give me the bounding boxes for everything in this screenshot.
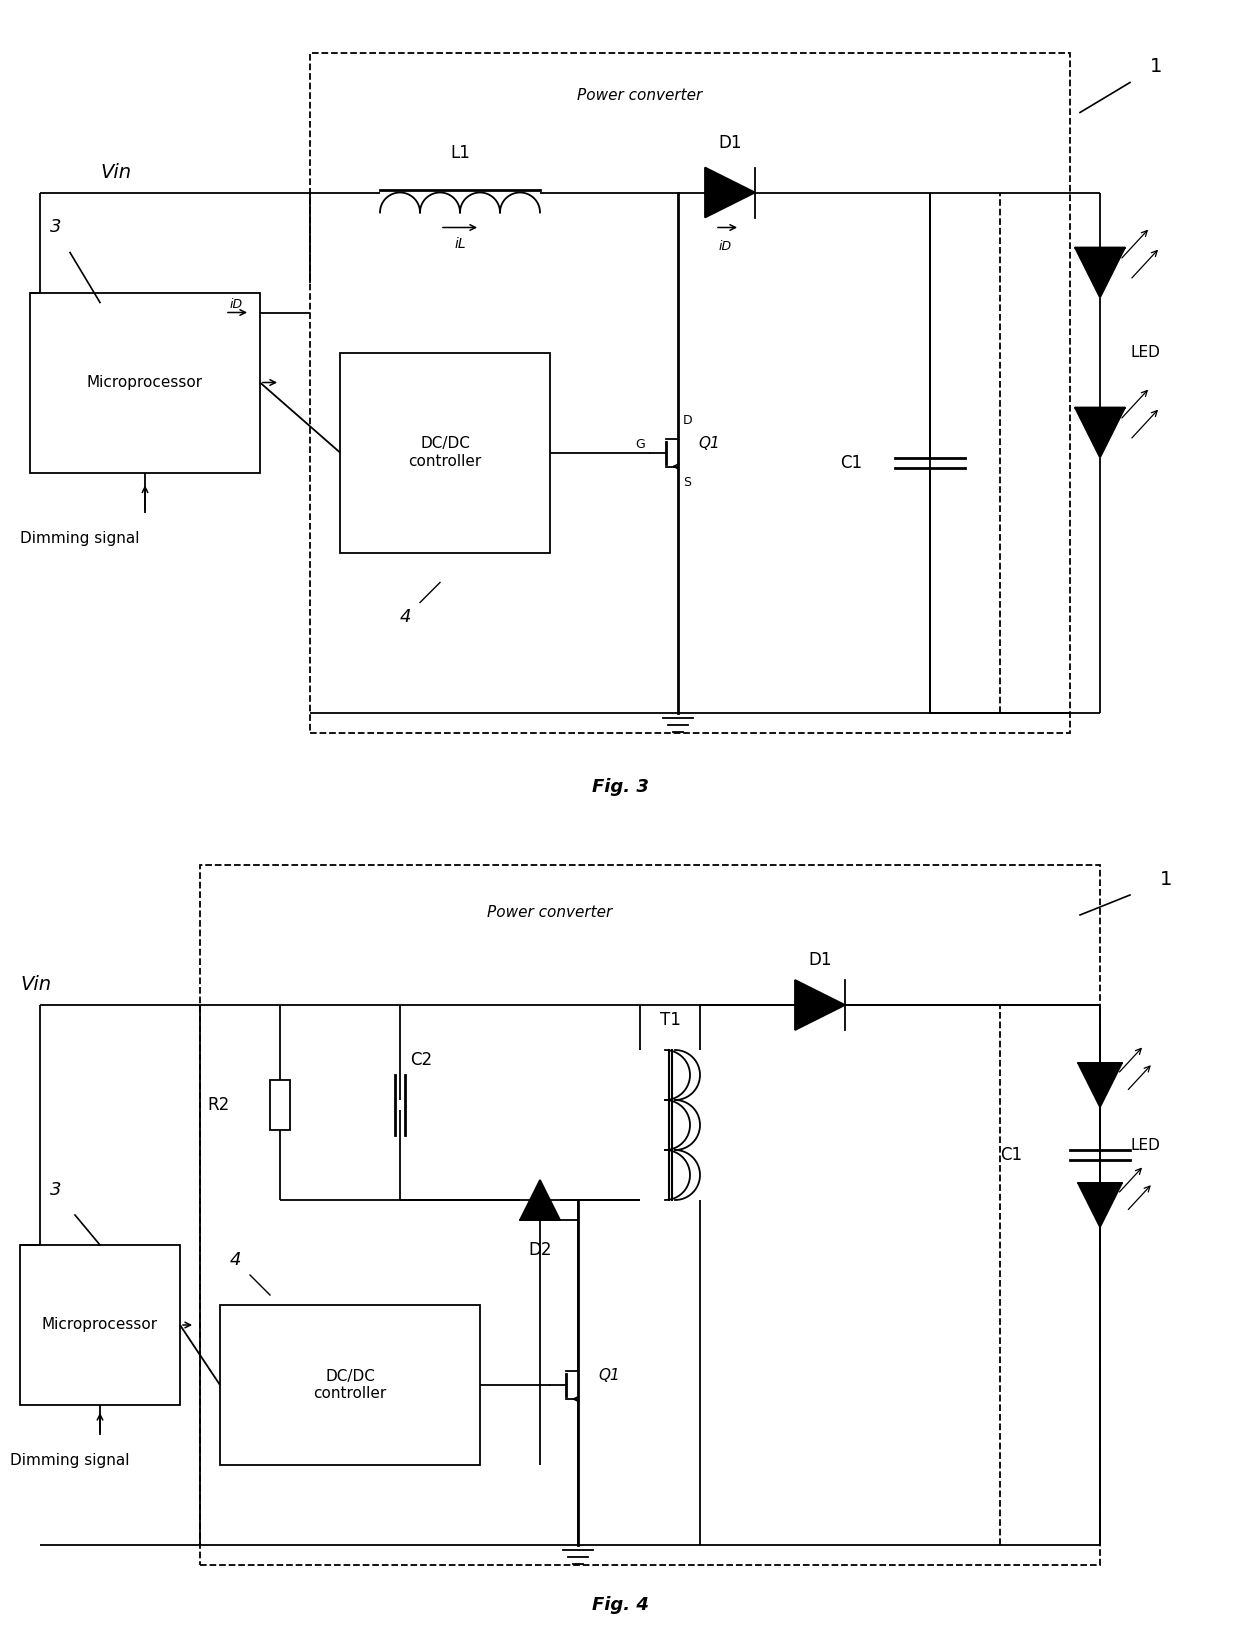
- Bar: [310, 52, 1070, 733]
- Text: DC/DC
controller: DC/DC controller: [314, 1368, 387, 1401]
- Polygon shape: [706, 167, 755, 218]
- Text: Vin: Vin: [20, 975, 51, 994]
- Polygon shape: [1078, 1063, 1122, 1107]
- Text: 3: 3: [50, 218, 62, 237]
- Text: Power converter: Power converter: [578, 88, 703, 102]
- Bar: [20, 1245, 180, 1406]
- Text: S: S: [683, 476, 691, 489]
- Text: G: G: [635, 437, 645, 450]
- Text: 1: 1: [1149, 57, 1162, 76]
- Text: Q1: Q1: [598, 1368, 620, 1383]
- Text: Microprocessor: Microprocessor: [42, 1318, 157, 1332]
- Text: L1: L1: [450, 143, 470, 161]
- Text: iL: iL: [454, 237, 466, 250]
- Text: 3: 3: [50, 1181, 62, 1199]
- Text: iD: iD: [718, 240, 732, 254]
- Text: DC/DC
controller: DC/DC controller: [408, 436, 481, 468]
- Bar: [270, 1081, 290, 1129]
- Text: C1: C1: [839, 453, 862, 471]
- Text: D2: D2: [528, 1242, 552, 1259]
- Polygon shape: [1075, 408, 1125, 458]
- Text: Q1: Q1: [698, 436, 719, 450]
- Polygon shape: [1075, 247, 1125, 297]
- Text: C2: C2: [410, 1051, 432, 1069]
- Polygon shape: [795, 980, 844, 1030]
- Text: D: D: [683, 413, 693, 426]
- Text: D1: D1: [718, 133, 742, 151]
- Text: Dimming signal: Dimming signal: [20, 530, 139, 546]
- Text: R2: R2: [208, 1095, 229, 1115]
- Text: Fig. 4: Fig. 4: [591, 1596, 649, 1614]
- Text: LED: LED: [1130, 1138, 1159, 1152]
- Text: iD: iD: [229, 297, 243, 310]
- Text: 1: 1: [1159, 869, 1172, 889]
- Bar: [200, 864, 1100, 1565]
- Text: Vin: Vin: [100, 162, 131, 182]
- Bar: [340, 353, 551, 552]
- Text: 4: 4: [229, 1251, 242, 1269]
- Text: T1: T1: [660, 1011, 681, 1029]
- Text: C1: C1: [999, 1146, 1022, 1164]
- Polygon shape: [1078, 1183, 1122, 1227]
- Bar: [30, 292, 260, 473]
- Text: LED: LED: [1130, 344, 1159, 361]
- Bar: [219, 1305, 480, 1466]
- Text: Dimming signal: Dimming signal: [10, 1453, 129, 1467]
- Text: 4: 4: [401, 608, 412, 627]
- Text: Power converter: Power converter: [487, 905, 613, 920]
- Text: Microprocessor: Microprocessor: [87, 375, 203, 390]
- Text: D1: D1: [808, 951, 832, 968]
- Polygon shape: [520, 1180, 560, 1220]
- Text: Fig. 3: Fig. 3: [591, 778, 649, 796]
